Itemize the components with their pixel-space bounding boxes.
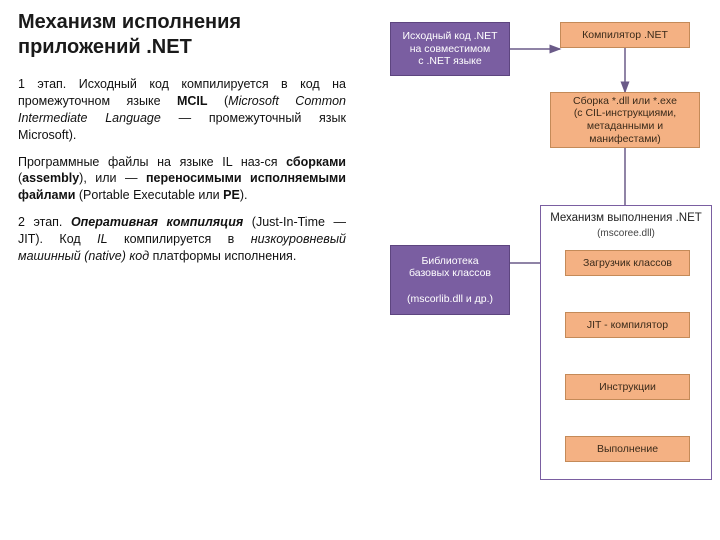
p3c: компилируется в	[108, 232, 251, 246]
diagram-area: Механизм выполнения .NET (mscoree.dll) И…	[360, 0, 720, 540]
page-title: Механизм исполнения приложений .NET	[18, 10, 346, 60]
p2d: (Portable Executable или	[75, 188, 223, 202]
node-compiler: Компилятор .NET	[560, 22, 690, 48]
runtime-panel-title: Механизм выполнения .NET	[541, 212, 711, 224]
p2c: ), или —	[79, 171, 146, 185]
paragraph-stage1a: 1 этап. Исходный код компилируется в код…	[18, 76, 346, 144]
p3a: 2 этап.	[18, 215, 71, 229]
p3-bi: Оперативная компиляция	[71, 215, 243, 229]
node-execution: Выполнение	[565, 436, 690, 462]
paragraph-stage1b: Программные файлы на языке IL наз-ся сбо…	[18, 154, 346, 205]
p2e: ).	[240, 188, 248, 202]
p3d: платформы исполнения.	[149, 249, 296, 263]
text-column: Механизм исполнения приложений .NET 1 эт…	[0, 0, 360, 540]
p2-b1: сборками	[286, 155, 346, 169]
p3-i1: IL	[97, 232, 107, 246]
node-jit-compiler: JIT - компилятор	[565, 312, 690, 338]
node-assembly: Сборка *.dll или *.exe(с CIL-инструкциям…	[550, 92, 700, 148]
p2-b2: assembly	[22, 171, 79, 185]
p1-mcil: MCIL	[177, 94, 208, 108]
p2-b4: PE	[223, 188, 240, 202]
node-base-library: Библиотекабазовых классов(mscorlib.dll и…	[390, 245, 510, 315]
node-instructions: Инструкции	[565, 374, 690, 400]
node-source-code: Исходный код .NETна совместимомс .NET яз…	[390, 22, 510, 76]
paragraph-stage2: 2 этап. Оперативная компиляция (Just-In-…	[18, 214, 346, 265]
p2a: Программные файлы на языке IL наз-ся	[18, 155, 286, 169]
node-class-loader: Загрузчик классов	[565, 250, 690, 276]
p1b: (	[208, 94, 229, 108]
runtime-panel-subtitle: (mscoree.dll)	[541, 228, 711, 239]
